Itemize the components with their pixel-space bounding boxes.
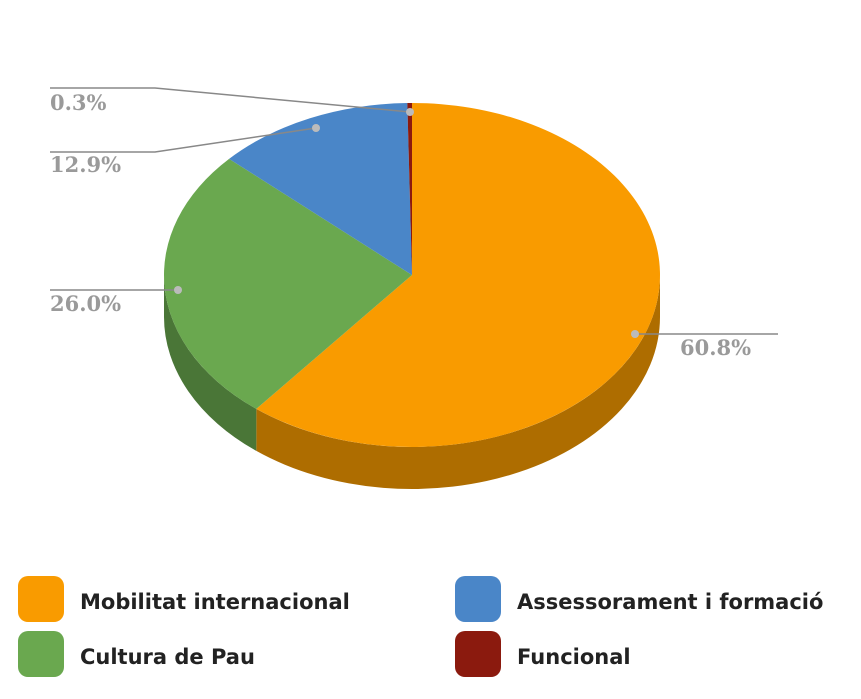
leader-line xyxy=(50,87,411,113)
slice xyxy=(229,103,412,276)
legend-swatch xyxy=(455,631,501,677)
legend-label: Cultura de Pau xyxy=(80,645,255,669)
leader-dot xyxy=(406,108,414,116)
slice-side xyxy=(164,275,257,451)
value-label: 60.8% xyxy=(680,335,751,360)
slice-side xyxy=(256,275,660,489)
value-label: 12.9% xyxy=(50,152,121,177)
slice xyxy=(256,103,661,447)
legend-swatch xyxy=(18,576,64,622)
legend-label: Mobilitat internacional xyxy=(80,590,350,614)
value-label: 26.0% xyxy=(50,291,121,316)
legend-swatch xyxy=(455,576,501,622)
leader-dot xyxy=(312,124,320,132)
slice xyxy=(407,103,412,275)
leader-dot xyxy=(174,286,182,294)
legend-label: Assessorament i formació xyxy=(517,590,823,614)
leader-dot xyxy=(631,330,639,338)
legend-label: Funcional xyxy=(517,645,631,669)
leader-line xyxy=(50,127,317,153)
slice xyxy=(163,158,412,409)
value-label: 0.3% xyxy=(50,90,107,115)
legend-swatch xyxy=(18,631,64,677)
